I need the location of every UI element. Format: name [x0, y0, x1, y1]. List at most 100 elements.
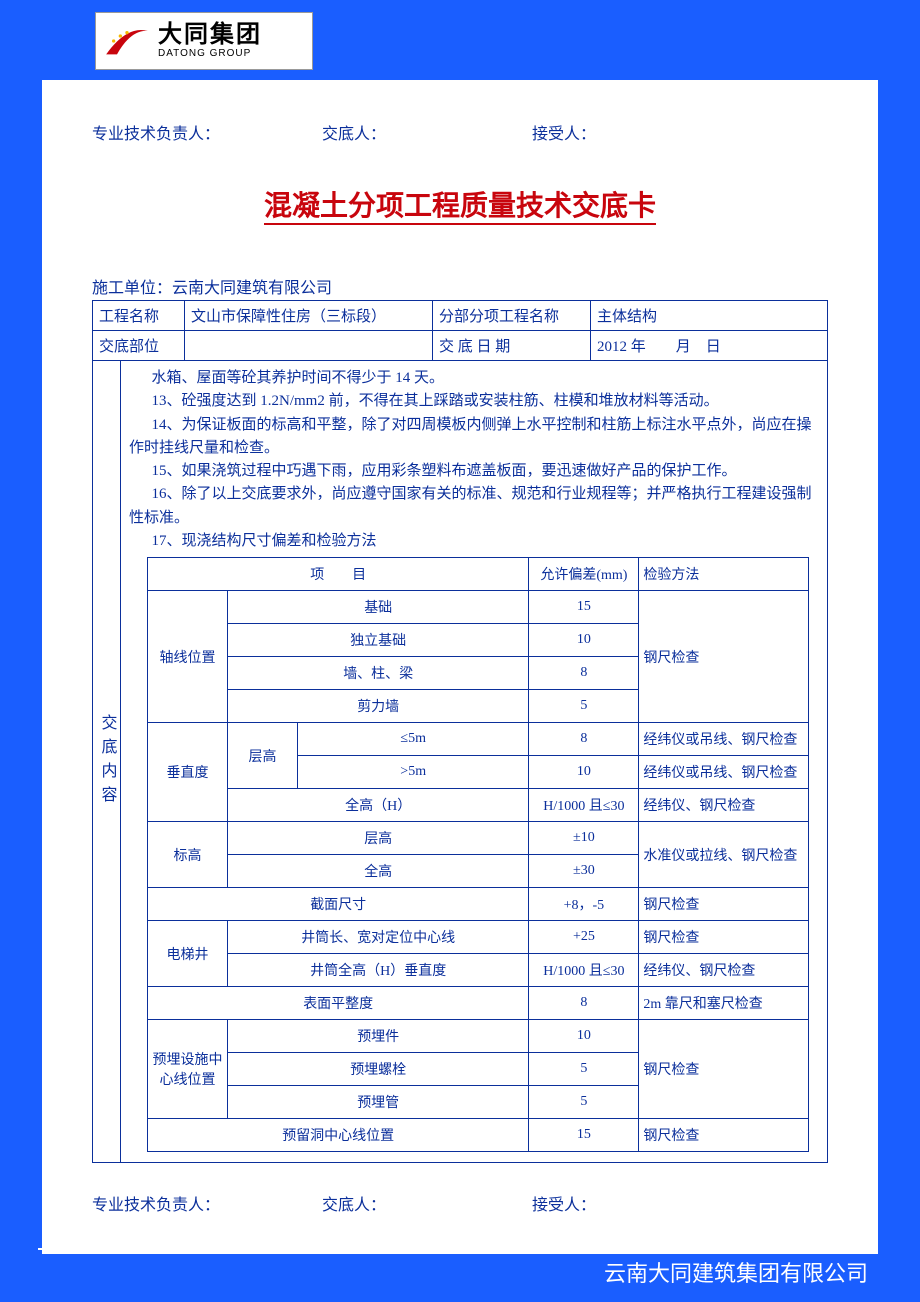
page-footer: 云南大同建筑集团有限公司 [38, 1248, 868, 1288]
header-table: 工程名称 文山市保障性住房（三标段） 分部分项工程名称 主体结构 交底部位 交 … [92, 300, 828, 361]
spec-table: 项 目 允许偏差(mm) 检验方法 轴线位置 基础 15 钢尺检查 独立基础 1… [147, 557, 809, 1152]
label-receiver: 接受人： [532, 120, 596, 144]
cell: 表面平整度 [148, 987, 529, 1020]
cell: 5 [529, 690, 639, 723]
logo-box: 大同集团 DATONG GROUP [95, 12, 313, 70]
body-line: 14、为保证板面的标高和平整，除了对四周模板内侧弹上水平控制和柱筋上标注水平点外… [129, 414, 819, 461]
cell: ±30 [529, 855, 639, 888]
cell: 截面尺寸 [148, 888, 529, 921]
cell-date: 2012 年 月 日 [591, 331, 828, 361]
table-row: 交底部位 交 底 日 期 2012 年 月 日 [93, 331, 828, 361]
cell: 8 [529, 987, 639, 1020]
cell-subproject: 主体结构 [591, 301, 828, 331]
table-row: 井筒全高（H）垂直度 H/1000 且≤30 经纬仪、钢尺检查 [148, 954, 809, 987]
cell: 预埋螺栓 [228, 1053, 529, 1086]
cell: 层高 [228, 723, 298, 789]
cell: 独立基础 [228, 624, 529, 657]
cell: 10 [529, 756, 639, 789]
cell: 8 [529, 723, 639, 756]
cell: 预埋管 [228, 1086, 529, 1119]
cell: 剪力墙 [228, 690, 529, 723]
table-row: 垂直度 层高 ≤5m 8 经纬仪或吊线、钢尺检查 [148, 723, 809, 756]
cell: 10 [529, 624, 639, 657]
cell-project-name: 文山市保障性住房（三标段） [185, 301, 433, 331]
cell-axis-label: 轴线位置 [148, 591, 228, 723]
cell: >5m [298, 756, 529, 789]
content-wrapper: 交底内容 水箱、屋面等砼其养护时间不得少于 14 天。 13、砼强度达到 1.2… [92, 361, 828, 1163]
cell: 5 [529, 1086, 639, 1119]
cell: 10 [529, 1020, 639, 1053]
cell: +8，-5 [529, 888, 639, 921]
cell-part-label: 交底部位 [93, 331, 185, 361]
content-column: 水箱、屋面等砼其养护时间不得少于 14 天。 13、砼强度达到 1.2N/mm2… [121, 361, 827, 1162]
construction-unit: 施工单位：云南大同建筑有限公司 [92, 274, 828, 298]
body-line: 17、现浇结构尺寸偏差和检验方法 [129, 530, 819, 553]
th-item: 项 目 [148, 558, 529, 591]
cell: 层高 [228, 822, 529, 855]
cell-project-name-label: 工程名称 [93, 301, 185, 331]
cell: 墙、柱、梁 [228, 657, 529, 690]
document-page: 专业技术负责人： 交底人： 接受人： 混凝土分项工程质量技术交底卡 施工单位：云… [42, 80, 878, 1254]
cell: 钢尺检查 [639, 1020, 809, 1119]
table-row: 预埋设施中心线位置 预埋件 10 钢尺检查 [148, 1020, 809, 1053]
cell: 5 [529, 1053, 639, 1086]
label-tech-lead: 专业技术负责人： [92, 1191, 322, 1215]
cell-vert-label: 垂直度 [148, 723, 228, 822]
cell: H/1000 且≤30 [529, 789, 639, 822]
table-row: 标高 层高 ±10 水准仪或拉线、钢尺检查 [148, 822, 809, 855]
cell: ≤5m [298, 723, 529, 756]
cell-elev-label: 标高 [148, 822, 228, 888]
table-row: 预留洞中心线位置 15 钢尺检查 [148, 1119, 809, 1152]
body-line: 13、砼强度达到 1.2N/mm2 前，不得在其上踩踏或安装柱筋、柱模和堆放材料… [129, 390, 819, 413]
cell: +25 [529, 921, 639, 954]
cell: 基础 [228, 591, 529, 624]
cell: 8 [529, 657, 639, 690]
table-row: 表面平整度 8 2m 靠尺和塞尺检查 [148, 987, 809, 1020]
cell: H/1000 且≤30 [529, 954, 639, 987]
cell: 钢尺检查 [639, 921, 809, 954]
cell: 经纬仪或吊线、钢尺检查 [639, 756, 809, 789]
cell: 全高 [228, 855, 529, 888]
logo-name-cn: 大同集团 [158, 23, 262, 47]
cell-embed-label: 预埋设施中心线位置 [148, 1020, 228, 1119]
label-tech-lead: 专业技术负责人： [92, 120, 322, 144]
cell: 2m 靠尺和塞尺检查 [639, 987, 809, 1020]
cell: 15 [529, 1119, 639, 1152]
footer-text: 云南大同建筑集团有限公司 [604, 1261, 868, 1286]
cell: 钢尺检查 [639, 1119, 809, 1152]
cell: 钢尺检查 [639, 888, 809, 921]
document-title: 混凝土分项工程质量技术交底卡 [92, 184, 828, 224]
table-row: 轴线位置 基础 15 钢尺检查 [148, 591, 809, 624]
signature-row-top: 专业技术负责人： 交底人： 接受人： [92, 120, 828, 144]
cell-shaft-label: 电梯井 [148, 921, 228, 987]
cell: 井筒全高（H）垂直度 [228, 954, 529, 987]
cell: 经纬仪、钢尺检查 [639, 789, 809, 822]
cell: 15 [529, 591, 639, 624]
table-row: 项 目 允许偏差(mm) 检验方法 [148, 558, 809, 591]
body-line: 15、如果浇筑过程中巧遇下雨，应用彩条塑料布遮盖板面，要迅速做好产品的保护工作。 [129, 460, 819, 483]
logo-name-en: DATONG GROUP [158, 49, 262, 59]
cell: 预埋件 [228, 1020, 529, 1053]
cell: 井筒长、宽对定位中心线 [228, 921, 529, 954]
logo-mark-icon [102, 21, 152, 61]
table-row: 工程名称 文山市保障性住房（三标段） 分部分项工程名称 主体结构 [93, 301, 828, 331]
label-presenter: 交底人： [322, 1191, 532, 1215]
body-line: 水箱、屋面等砼其养护时间不得少于 14 天。 [129, 367, 819, 390]
table-row: 电梯井 井筒长、宽对定位中心线 +25 钢尺检查 [148, 921, 809, 954]
cell-subproject-label: 分部分项工程名称 [433, 301, 591, 331]
body-line: 16、除了以上交底要求外，尚应遵守国家有关的标准、规范和行业规程等；并严格执行工… [129, 483, 819, 530]
label-presenter: 交底人： [322, 120, 532, 144]
th-method: 检验方法 [639, 558, 809, 591]
cell: 全高（H） [228, 789, 529, 822]
th-tolerance: 允许偏差(mm) [529, 558, 639, 591]
cell-date-label: 交 底 日 期 [433, 331, 591, 361]
side-label: 交底内容 [93, 361, 121, 1162]
label-receiver: 接受人： [532, 1191, 596, 1215]
signature-row-bottom: 专业技术负责人： 交底人： 接受人： [92, 1191, 828, 1215]
cell: 经纬仪或吊线、钢尺检查 [639, 723, 809, 756]
cell: 水准仪或拉线、钢尺检查 [639, 822, 809, 888]
cell-part [185, 331, 433, 361]
cell: ±10 [529, 822, 639, 855]
cell: 预留洞中心线位置 [148, 1119, 529, 1152]
cell: 钢尺检查 [639, 591, 809, 723]
